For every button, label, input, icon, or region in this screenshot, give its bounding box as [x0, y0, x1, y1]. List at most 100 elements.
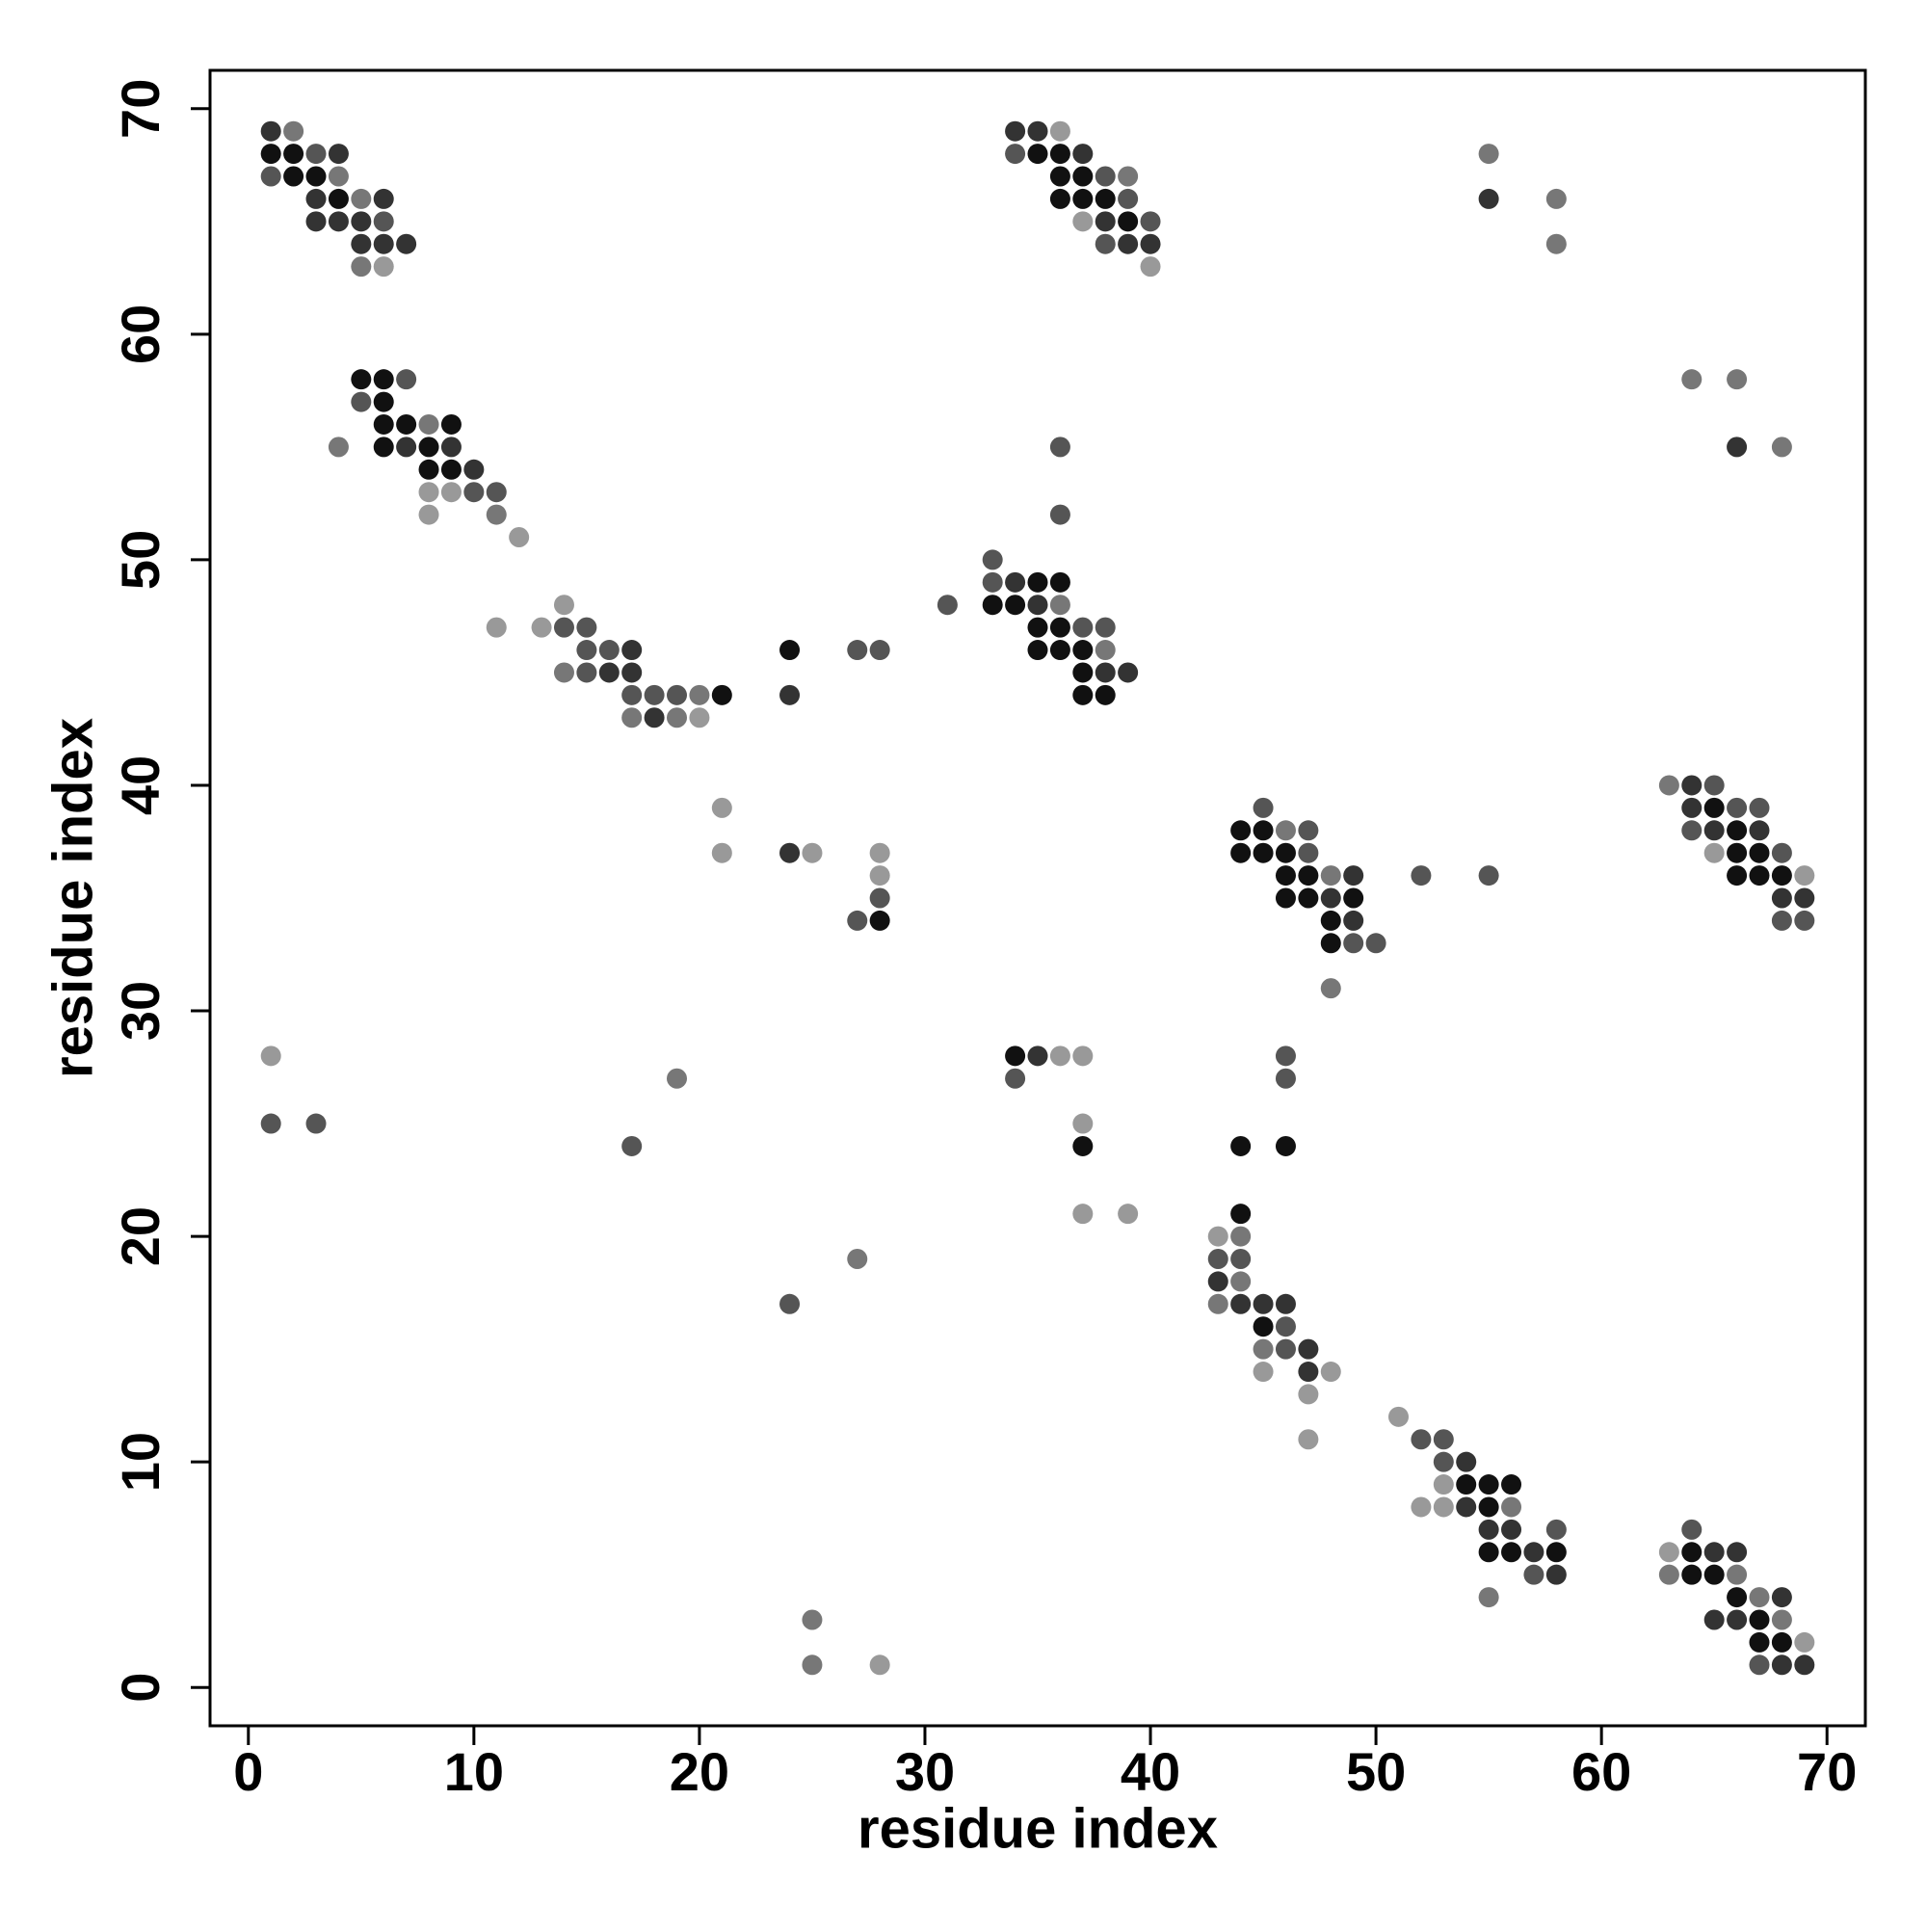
- contact-dot: [1771, 1631, 1792, 1653]
- contact-dot: [1727, 1564, 1748, 1585]
- contact-dot: [1478, 1496, 1499, 1518]
- contact-dot: [1681, 775, 1703, 796]
- contact-dot: [1456, 1451, 1477, 1472]
- contact-dot: [418, 482, 439, 503]
- contact-dot: [711, 842, 732, 863]
- contact-dot: [1771, 1609, 1792, 1630]
- contact-dot: [1118, 166, 1139, 187]
- y-tick-label: 20: [110, 1206, 171, 1266]
- contact-dot: [1749, 1631, 1770, 1653]
- contact-dot: [1478, 1542, 1499, 1563]
- contact-dot: [1027, 571, 1048, 593]
- contact-dot: [1005, 1068, 1026, 1089]
- contact-dot: [1275, 1338, 1296, 1360]
- y-tick-label: 0: [110, 1673, 171, 1703]
- contact-dot: [1411, 1496, 1432, 1518]
- contact-dot: [396, 437, 417, 458]
- contact-dot: [1005, 144, 1026, 165]
- contact-dot: [351, 369, 372, 390]
- contact-dot: [1320, 865, 1341, 887]
- contact-dot: [1298, 1362, 1319, 1383]
- contact-dot: [531, 617, 552, 638]
- contact-dot: [621, 1135, 643, 1156]
- contact-dot: [779, 640, 801, 661]
- plot-frame: [208, 68, 1867, 1728]
- contact-dot: [1072, 1204, 1094, 1225]
- contact-dot: [328, 437, 349, 458]
- contact-dot: [440, 437, 462, 458]
- contact-dot: [283, 120, 304, 142]
- contact-dot: [1253, 1316, 1274, 1337]
- contact-dot: [1275, 865, 1296, 887]
- contact-dot: [305, 211, 327, 232]
- contact-dot: [1049, 166, 1070, 187]
- contact-dot: [486, 504, 507, 525]
- contact-dot: [328, 188, 349, 209]
- x-tick-label: 50: [1346, 1741, 1406, 1802]
- x-tick-label: 0: [233, 1741, 263, 1802]
- contact-dot: [463, 482, 485, 503]
- contact-dot: [847, 910, 868, 931]
- contact-dot: [351, 188, 372, 209]
- contact-dot: [1478, 1587, 1499, 1608]
- contact-dot: [260, 166, 281, 187]
- contact-dot: [1545, 1542, 1567, 1563]
- contact-dot: [553, 595, 574, 616]
- contact-dot: [1049, 120, 1070, 142]
- contact-dot: [1118, 1204, 1139, 1225]
- contact-dot: [644, 707, 665, 728]
- contact-dot: [1478, 144, 1499, 165]
- contact-dot: [1703, 797, 1725, 818]
- contact-dot: [1703, 842, 1725, 863]
- contact-dot: [869, 640, 890, 661]
- contact-dot: [1095, 684, 1116, 705]
- contact-dot: [305, 1113, 327, 1134]
- contact-dot: [328, 211, 349, 232]
- contact-dot: [869, 910, 890, 931]
- contact-dot: [418, 504, 439, 525]
- contact-dot: [1253, 1338, 1274, 1360]
- contact-dot: [1501, 1542, 1522, 1563]
- contact-dot: [1049, 640, 1070, 661]
- contact-dot: [1658, 1564, 1679, 1585]
- contact-dot: [1749, 1587, 1770, 1608]
- y-axis-title: residue index: [41, 718, 104, 1078]
- contact-dot: [1749, 865, 1770, 887]
- contact-dot: [351, 211, 372, 232]
- contact-dot: [621, 640, 643, 661]
- contact-dot: [1343, 910, 1364, 931]
- contact-dot: [1230, 842, 1252, 863]
- y-tick-label: 60: [110, 304, 171, 364]
- contact-dot: [1545, 233, 1567, 254]
- contact-dot: [486, 482, 507, 503]
- contact-dot: [351, 391, 372, 412]
- contact-dot: [553, 662, 574, 683]
- contact-dot: [1771, 865, 1792, 887]
- contact-dot: [1523, 1542, 1544, 1563]
- contact-dot: [1703, 775, 1725, 796]
- contact-dot: [1275, 1316, 1296, 1337]
- contact-dot: [260, 1045, 281, 1067]
- contact-dot: [1727, 1542, 1748, 1563]
- contact-dot: [486, 617, 507, 638]
- contact-dot: [1749, 1609, 1770, 1630]
- contact-dot: [509, 527, 530, 548]
- x-tick-label: 70: [1797, 1741, 1857, 1802]
- contact-dot: [260, 1113, 281, 1134]
- contact-dot: [576, 617, 597, 638]
- contact-dot: [1275, 887, 1296, 909]
- contact-dot: [1118, 233, 1139, 254]
- contact-dot: [305, 166, 327, 187]
- contact-dot: [1072, 188, 1094, 209]
- contact-dot: [1298, 820, 1319, 841]
- contact-dot: [373, 437, 394, 458]
- contact-dot: [1771, 842, 1792, 863]
- contact-dot: [1658, 1542, 1679, 1563]
- y-tick-label: 40: [110, 755, 171, 815]
- contact-dot: [1230, 1248, 1252, 1269]
- contact-dot: [260, 120, 281, 142]
- contact-dot: [1275, 1293, 1296, 1314]
- contact-dot: [1545, 1564, 1567, 1585]
- contact-dot: [1095, 166, 1116, 187]
